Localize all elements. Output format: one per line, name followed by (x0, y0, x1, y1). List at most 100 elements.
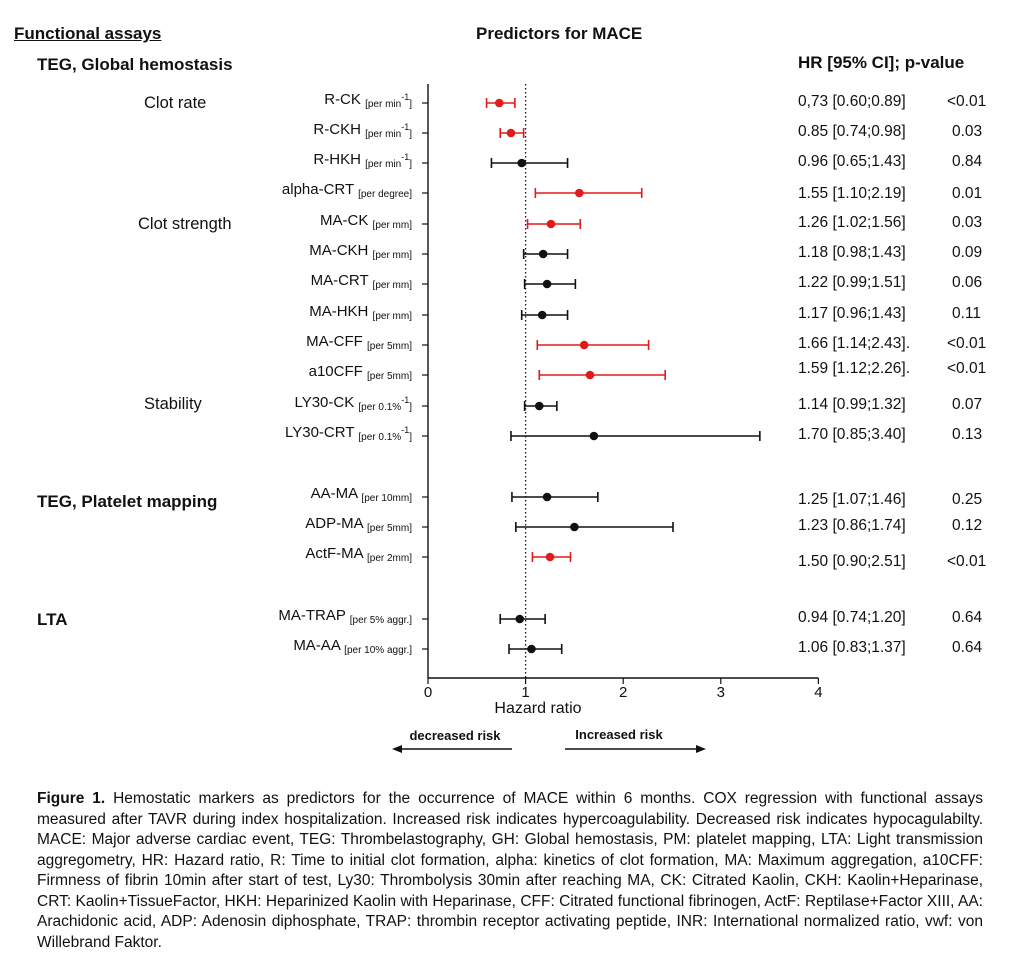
row-label-LY30-CK: LY30-CK [per 0.1%-1] (294, 394, 412, 413)
row-p-value: 0.06 (952, 274, 983, 291)
figure-caption: Figure 1. Hemostatic markers as predicto… (37, 789, 983, 953)
row-label-MA-CRT: MA-CRT [per mm] (311, 272, 412, 291)
row-p-value: <0.01 (947, 335, 987, 352)
hr-point (570, 522, 579, 532)
row-label-MA-CFF: MA-CFF [per 5mm] (306, 333, 412, 352)
x-tick-label: 3 (717, 684, 725, 701)
row-hr-ci: 1.59 [1.12;2.26]. (798, 360, 911, 377)
decreased-risk-arrowhead (392, 745, 402, 753)
row-name: MA-CK (320, 212, 373, 229)
row-unit: [per 5% aggr.] (349, 615, 412, 626)
hr-point (546, 219, 556, 229)
hr-point (517, 158, 526, 168)
x-tick-label: 1 (521, 684, 529, 701)
row-p-value: <0.01 (947, 360, 987, 377)
ci-mark-R-HKH (490, 158, 569, 168)
row-hr-ci: 1.66 [1.14;2.43]. (798, 335, 911, 352)
row-unit: [per 5mm] (366, 371, 412, 382)
row-unit: [per 2mm] (366, 553, 412, 564)
hr-header: HR [95% CI]; p-value (798, 53, 965, 72)
row-label-a10CFF: a10CFF [per 5mm] (309, 363, 412, 382)
row-label-MA-CK: MA-CK [per mm] (320, 212, 412, 231)
row-hr-ci: 1.25 [1.07;1.46] (798, 491, 906, 508)
ci-mark-AA-MA (511, 492, 599, 502)
row-label-AA-MA: AA-MA [per 10mm] (311, 485, 412, 504)
row-unit-exponent: -1 (401, 152, 410, 162)
row-label-alpha-CRT: alpha-CRT [per degree] (282, 181, 412, 200)
row-hr-ci: 1.26 [1.02;1.56] (798, 214, 906, 231)
hr-point (542, 279, 552, 289)
ci-mark-ActF-MA (531, 552, 572, 562)
row-hr-ci: 1.06 [0.83;1.37] (798, 639, 906, 656)
ci-mark-R-CK (485, 98, 516, 108)
hr-point (534, 401, 544, 411)
row-label-R-HKH: R-HKH [per min-1] (313, 151, 412, 170)
row-name: MA-TRAP (278, 607, 350, 624)
row-name: R-HKH (313, 151, 366, 168)
row-unit: [per 0.1%-1] (358, 425, 412, 443)
row-p-value: 0.11 (952, 305, 982, 322)
subgroup-label-stability: Stability (144, 395, 202, 413)
row-label-R-CK: R-CK [per min-1] (324, 91, 412, 110)
x-axis-label: Hazard ratio (494, 700, 581, 717)
hr-point (494, 98, 504, 108)
row-label-ADP-MA: ADP-MA [per 5mm] (305, 515, 412, 534)
row-name: ActF-MA (305, 545, 367, 562)
hr-point (515, 614, 525, 624)
increased-risk-label: Increased risk (575, 727, 663, 742)
row-p-value: 0.03 (952, 123, 983, 140)
hr-point (585, 370, 595, 380)
hr-point (589, 431, 599, 441)
x-tick-label: 4 (814, 684, 822, 701)
row-hr-ci: 1.14 [0.99;1.32] (798, 396, 906, 413)
row-p-value: 0.84 (952, 153, 983, 170)
row-name: ADP-MA (305, 515, 367, 532)
row-unit: [per min-1] (365, 152, 412, 170)
row-unit-exponent: -1 (401, 395, 410, 405)
row-name: MA-CKH (309, 242, 373, 259)
row-unit-exponent: -1 (401, 92, 410, 102)
row-hr-ci: 0.85 [0.74;0.98] (798, 123, 906, 140)
row-hr-ci: 0.96 [0.65;1.43] (798, 153, 906, 170)
ci-mark-R-CKH (499, 128, 525, 138)
ci-mark-ADP-MA (515, 522, 674, 532)
hr-point (579, 340, 589, 350)
row-unit: [per min-1] (365, 122, 412, 140)
row-name: MA-HKH (309, 303, 373, 320)
hr-point (527, 644, 536, 654)
group-label-teg-global: TEG, Global hemostasis (37, 55, 233, 74)
row-hr-ci: 1.23 [0.86;1.74] (798, 517, 906, 534)
row-unit: [per mm] (372, 280, 412, 291)
plot-title: Predictors for MACE (476, 24, 643, 43)
row-p-value: 0.12 (952, 517, 983, 534)
x-tick-label: 2 (619, 684, 627, 701)
row-hr-ci: 0.94 [0.74;1.20] (798, 609, 906, 626)
ci-mark-MA-AA (508, 644, 563, 654)
row-label-ActF-MA: ActF-MA [per 2mm] (305, 545, 412, 564)
ci-mark-LY30-CK (523, 401, 558, 411)
row-label-MA-HKH: MA-HKH [per mm] (309, 303, 412, 322)
row-hr-ci: 1.18 [0.98;1.43] (798, 244, 906, 261)
hr-point (538, 249, 548, 259)
row-unit-exponent: -1 (401, 425, 410, 435)
row-p-value: 0.09 (952, 244, 983, 261)
row-p-value: 0.64 (952, 639, 983, 656)
row-hr-ci: 1.22 [0.99;1.51] (798, 274, 906, 291)
row-label-MA-CKH: MA-CKH [per mm] (309, 242, 412, 261)
row-unit: [per mm] (372, 220, 412, 231)
row-unit: [per 0.1%-1] (358, 395, 412, 413)
row-name: AA-MA (310, 485, 362, 502)
group-label-teg-platelet-mapping: TEG, Platelet mapping (37, 492, 218, 511)
row-name: R-CK (324, 91, 366, 108)
row-hr-ci: 1.17 [0.96;1.43] (798, 305, 906, 322)
hr-point (574, 188, 584, 198)
row-name: LY30-CK (294, 394, 359, 411)
row-p-value: 0.07 (952, 396, 983, 413)
subgroup-label-clot-strength: Clot strength (138, 215, 232, 233)
hr-point (545, 552, 555, 562)
row-p-value: 0.01 (952, 185, 983, 202)
row-unit: [per min-1] (365, 92, 412, 110)
row-p-value: 0.03 (952, 214, 983, 231)
caption-lead: Figure 1. (37, 790, 106, 807)
forest-plot: 0 1 2 3 4 Hazard ratio decreased risk Increa… (392, 84, 823, 753)
